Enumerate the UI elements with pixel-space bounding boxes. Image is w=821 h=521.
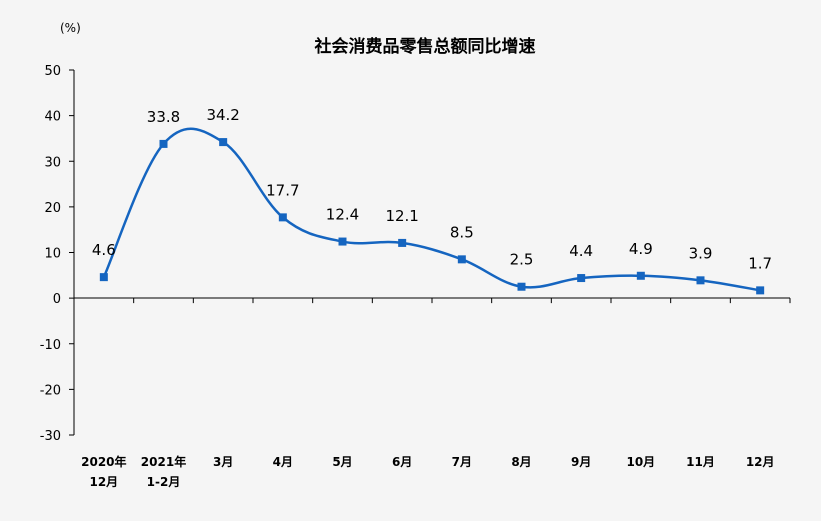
data-label: 33.8 — [147, 108, 180, 126]
y-tick-label: -20 — [40, 383, 61, 398]
unit-label: (%) — [60, 21, 81, 35]
data-point — [159, 139, 168, 148]
y-tick-label: 0 — [53, 292, 61, 307]
data-point — [219, 138, 228, 147]
x-tick-label: 7月 — [452, 455, 472, 469]
data-point — [756, 286, 765, 295]
x-tick-label: 11月 — [686, 455, 715, 469]
data-point — [577, 274, 586, 283]
data-point — [398, 238, 407, 247]
data-point — [338, 237, 347, 246]
data-point — [99, 273, 108, 282]
x-tick-label: 12月 — [89, 475, 118, 489]
data-label: 8.5 — [450, 223, 474, 241]
series-line — [102, 127, 761, 292]
data-point — [278, 213, 287, 222]
data-labels: 4.6 33.8 34.2 17.7 12.4 12.1 8.5 2.5 4.4 4.9 3.9 1.… — [92, 106, 772, 272]
x-tick-label: 4月 — [273, 455, 293, 469]
y-tick-label: -30 — [40, 429, 61, 444]
y-tick-label: 20 — [44, 201, 61, 216]
x-tick-label: 12月 — [746, 455, 775, 469]
y-tick-label: 50 — [44, 64, 61, 79]
y-tick-label: 40 — [44, 110, 61, 125]
data-point — [636, 271, 645, 280]
x-tick-label: 10月 — [626, 455, 655, 469]
data-label: 12.1 — [385, 207, 418, 225]
x-tick-label: 1-2月 — [147, 475, 181, 489]
data-label: 4.6 — [92, 241, 116, 259]
y-tick-label: 30 — [44, 155, 61, 170]
y-tick-label: 10 — [44, 247, 61, 262]
x-tick-label: 9月 — [571, 455, 591, 469]
data-point — [517, 282, 526, 291]
data-label: 1.7 — [748, 254, 772, 272]
data-label: 2.5 — [510, 251, 534, 269]
x-tick-label: 6月 — [392, 455, 412, 469]
y-ticks: 50 40 30 20 10 0 -10 -20 -30 — [40, 64, 74, 444]
data-point — [696, 276, 705, 285]
data-label: 3.9 — [689, 244, 713, 262]
data-point — [457, 255, 466, 264]
data-label: 34.2 — [206, 106, 239, 124]
x-tick-label: 8月 — [511, 455, 531, 469]
x-tick-label: 5月 — [332, 455, 352, 469]
x-tick-label: 2021年 — [141, 454, 186, 469]
x-tick-label: 3月 — [213, 455, 233, 469]
data-label: 12.4 — [326, 206, 359, 224]
data-label: 4.4 — [569, 242, 593, 260]
x-ticks: 2020年 12月 2021年 1-2月 3月 4月 5月 6月 7月 8月 9月 10月 11月 12月 — [73, 298, 791, 489]
chart-title: 社会消费品零售总额同比增速 — [314, 36, 536, 57]
x-tick-label: 2020年 — [81, 454, 126, 469]
y-tick-label: -10 — [40, 338, 61, 353]
data-label: 17.7 — [266, 181, 299, 199]
data-label: 4.9 — [629, 240, 653, 258]
data-points — [99, 138, 765, 295]
